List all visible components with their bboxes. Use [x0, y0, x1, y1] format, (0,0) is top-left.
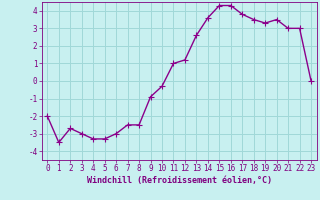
X-axis label: Windchill (Refroidissement éolien,°C): Windchill (Refroidissement éolien,°C) — [87, 176, 272, 185]
